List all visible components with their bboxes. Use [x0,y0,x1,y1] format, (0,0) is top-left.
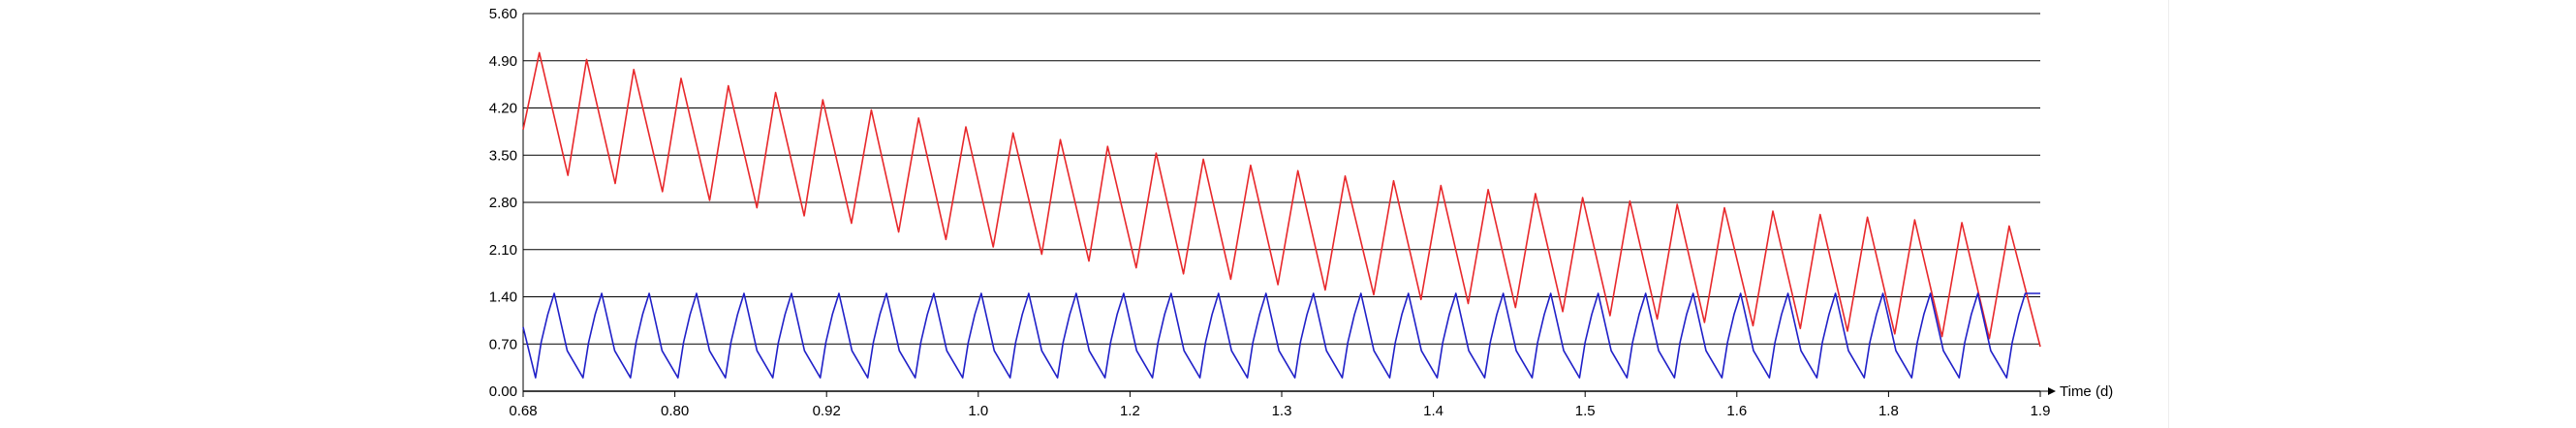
x-tick-label-8: 1.6 [1726,403,1747,419]
y-axis-ticks: 0.00 0.70 1.40 2.10 2.80 3.50 4.20 4.90 5.60 [489,6,517,400]
x-axis: 0.68 0.80 0.92 1.0 1.2 1.3 1.4 1.5 1.6 1.8 1.9 [509,14,2056,419]
x-axis-title: Time (d) [2060,383,2113,400]
x-tick-label-1: 0.80 [661,403,689,419]
x-tick-label-5: 1.3 [1272,403,1292,419]
x-tick-label-7: 1.5 [1575,403,1596,419]
y-tick-label-8: 5.60 [489,6,517,22]
x-tick-label-2: 0.92 [813,403,841,419]
x-tick-label-10: 1.9 [2031,403,2051,419]
canvas-edge-line [2168,0,2169,428]
y-tick-label-1: 0.70 [489,336,517,352]
y-tick-label-7: 4.90 [489,53,517,70]
x-tick-label-9: 1.8 [1878,403,1899,419]
x-tick-label-3: 1.0 [968,403,988,419]
y-tick-label-0: 0.00 [489,383,517,400]
x-tick-label-0: 0.68 [509,403,537,419]
x-axis-arrow-head [2048,387,2056,395]
y-tick-label-6: 4.20 [489,101,517,117]
y-tick-label-4: 2.80 [489,195,517,211]
series-group [522,51,2041,379]
x-tick-label-4: 1.2 [1120,403,1140,419]
gridlines [523,13,2040,392]
series-red-line [522,51,2041,348]
x-tick-label-6: 1.4 [1423,403,1443,419]
y-tick-label-5: 3.50 [489,147,517,164]
series-blue-line [522,292,2040,379]
y-tick-label-3: 2.10 [489,242,517,259]
y-tick-label-2: 1.40 [489,290,517,306]
